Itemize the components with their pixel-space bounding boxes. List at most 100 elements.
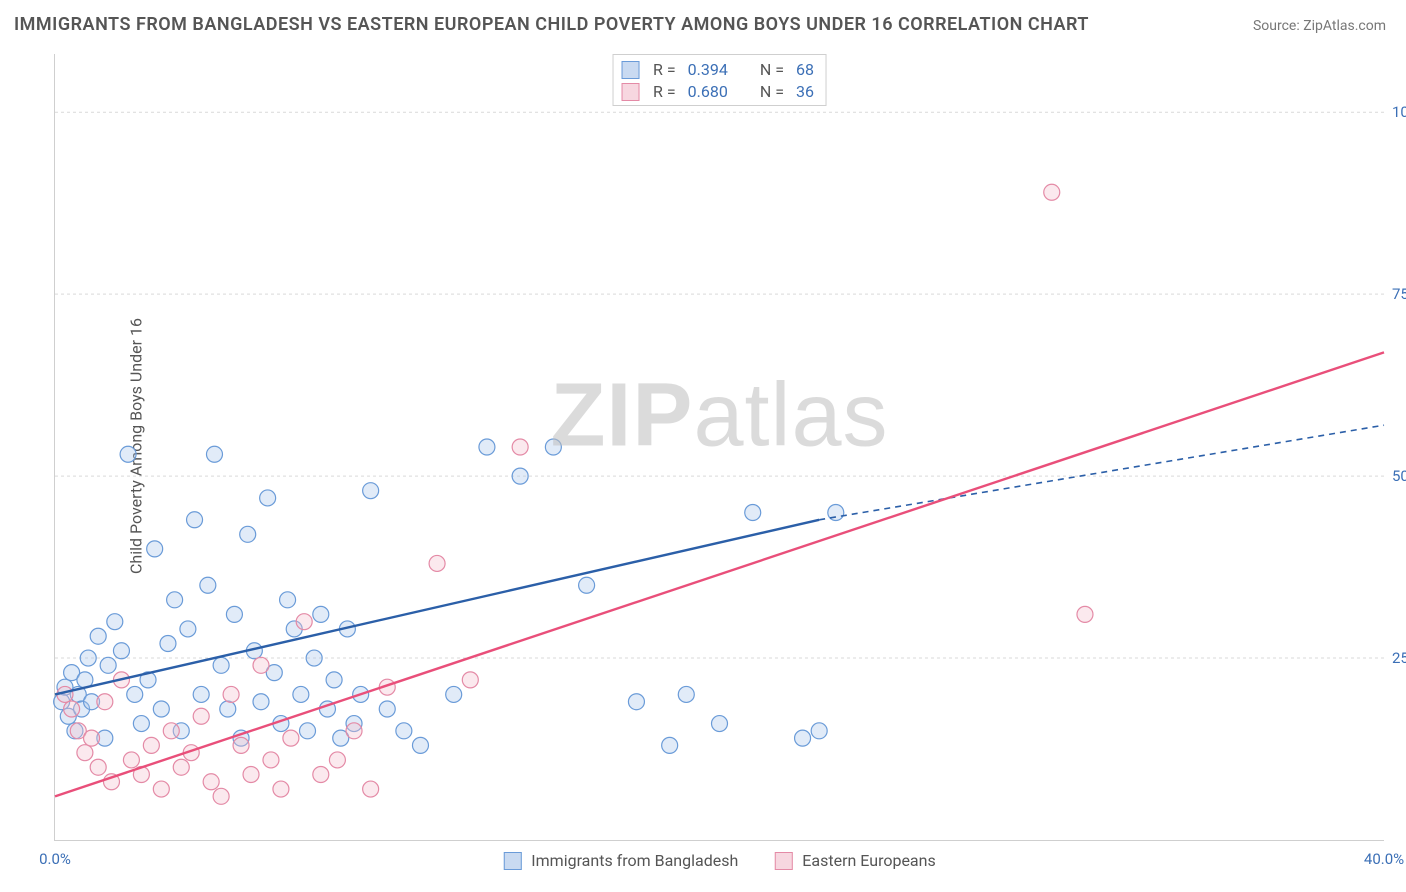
data-point — [283, 730, 299, 746]
data-point — [163, 723, 179, 739]
legend-swatch — [621, 83, 639, 101]
source-label: Source: ZipAtlas.com — [1253, 18, 1386, 34]
data-point — [133, 716, 149, 732]
data-point — [90, 628, 106, 644]
y-tick-label: 25.0% — [1386, 649, 1406, 667]
data-point — [97, 694, 113, 710]
data-point — [160, 636, 176, 652]
data-point — [243, 767, 259, 783]
data-point — [346, 723, 362, 739]
data-point — [240, 526, 256, 542]
stats-row: R = 0.680 N = 36 — [621, 81, 814, 103]
data-point — [100, 657, 116, 673]
data-point — [147, 541, 163, 557]
data-point — [363, 483, 379, 499]
data-point — [1077, 606, 1093, 622]
legend-label: Immigrants from Bangladesh — [531, 851, 738, 870]
data-point — [220, 701, 236, 717]
data-point — [107, 614, 123, 630]
data-point — [662, 737, 678, 753]
stat-r-value: 0.394 — [688, 59, 728, 81]
data-point — [329, 752, 345, 768]
data-point — [80, 650, 96, 666]
data-point — [167, 592, 183, 608]
data-point — [512, 439, 528, 455]
legend-item: Immigrants from Bangladesh — [503, 851, 738, 870]
data-point — [479, 439, 495, 455]
data-point — [260, 490, 276, 506]
stats-legend: R = 0.394 N = 68R = 0.680 N = 36 — [612, 54, 827, 106]
stat-r-value: 0.680 — [688, 81, 728, 103]
stat-n-label: N = — [760, 81, 784, 103]
legend-swatch — [621, 61, 639, 79]
data-point — [280, 592, 296, 608]
data-point — [712, 716, 728, 732]
data-point — [113, 643, 129, 659]
data-point — [396, 723, 412, 739]
data-point — [678, 686, 694, 702]
legend-swatch — [503, 852, 521, 870]
data-point — [306, 650, 322, 666]
data-point — [120, 446, 136, 462]
data-point — [545, 439, 561, 455]
stat-n-value: 68 — [796, 59, 814, 81]
stat-n-label: N = — [760, 59, 784, 81]
data-point — [446, 686, 462, 702]
stat-n-value: 36 — [796, 81, 814, 103]
data-point — [412, 737, 428, 753]
data-point — [263, 752, 279, 768]
data-point — [273, 781, 289, 797]
data-point — [313, 767, 329, 783]
data-point — [579, 577, 595, 593]
legend-item: Eastern Europeans — [774, 851, 935, 870]
data-point — [293, 686, 309, 702]
data-point — [206, 446, 222, 462]
data-point — [512, 468, 528, 484]
legend-label: Eastern Europeans — [802, 851, 935, 870]
data-point — [203, 774, 219, 790]
data-point — [226, 606, 242, 622]
data-point — [123, 752, 139, 768]
data-point — [64, 701, 80, 717]
trend-line-extrapolated — [819, 425, 1384, 520]
data-point — [628, 694, 644, 710]
chart-svg — [55, 54, 1384, 840]
data-point — [187, 512, 203, 528]
data-point — [326, 672, 342, 688]
data-point — [313, 606, 329, 622]
data-point — [379, 701, 395, 717]
data-point — [127, 686, 143, 702]
x-tick-label: 0.0% — [39, 850, 71, 868]
data-point — [462, 672, 478, 688]
y-tick-label: 100.0% — [1386, 103, 1406, 121]
data-point — [223, 686, 239, 702]
data-point — [253, 694, 269, 710]
data-point — [193, 686, 209, 702]
data-point — [77, 745, 93, 761]
data-point — [153, 781, 169, 797]
data-point — [143, 737, 159, 753]
series-legend: Immigrants from Bangladesh Eastern Europe… — [503, 851, 935, 870]
data-point — [253, 657, 269, 673]
data-point — [363, 781, 379, 797]
data-point — [795, 730, 811, 746]
data-point — [173, 759, 189, 775]
stats-row: R =0.394N =68 — [621, 59, 814, 81]
y-tick-label: 50.0% — [1386, 467, 1406, 485]
chart-title: IMMIGRANTS FROM BANGLADESH VS EASTERN EU… — [14, 14, 1089, 35]
data-point — [84, 730, 100, 746]
data-point — [193, 708, 209, 724]
data-point — [153, 701, 169, 717]
legend-swatch — [774, 852, 792, 870]
data-point — [213, 788, 229, 804]
data-point — [90, 759, 106, 775]
x-tick-label: 40.0% — [1364, 850, 1404, 868]
data-point — [811, 723, 827, 739]
data-point — [296, 614, 312, 630]
stat-r-label: R = — [653, 81, 676, 103]
plot-area: ZIPatlas R =0.394N =68R =0.680N =36 Immi… — [54, 54, 1384, 841]
data-point — [1044, 184, 1060, 200]
data-point — [429, 555, 445, 571]
data-point — [180, 621, 196, 637]
data-point — [300, 723, 316, 739]
